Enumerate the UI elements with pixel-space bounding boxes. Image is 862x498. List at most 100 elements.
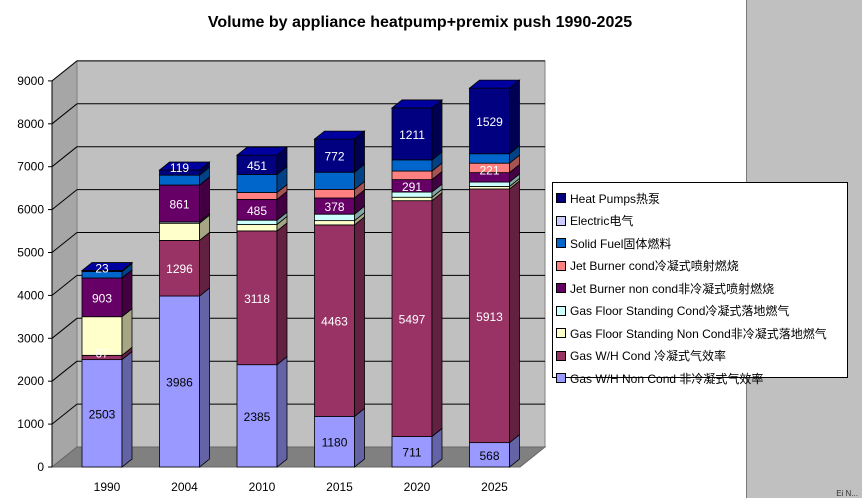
legend-label: Heat Pumps热泵 [570, 191, 661, 206]
data-label: 23 [95, 262, 109, 276]
y-tick-label: 0 [37, 460, 44, 474]
data-label: 378 [324, 200, 344, 214]
bar-segment [236, 230, 278, 366]
legend-swatch [556, 238, 566, 249]
legend-swatch [556, 328, 566, 339]
legend-label: Gas W/H Cond 冷凝式气效率 [570, 349, 727, 364]
gridline-side [51, 403, 78, 425]
bar-segment-side [199, 231, 210, 297]
bar-segment-side [276, 355, 288, 468]
gridline-side [51, 189, 78, 210]
y-tick-label: 8000 [17, 117, 44, 131]
data-label: 3118 [244, 292, 270, 306]
legend-swatch [556, 373, 566, 384]
data-label: 291 [402, 180, 422, 194]
bar-segment-side [121, 350, 133, 468]
data-label: 903 [92, 291, 112, 305]
legend-swatch [556, 215, 566, 226]
bar-top [390, 99, 444, 109]
data-label: 711 [402, 446, 421, 460]
bar-segment [159, 174, 200, 186]
legend-item: Gas Floor Standing Cond冷凝式落地燃气 [556, 300, 847, 323]
bar-top [313, 130, 366, 140]
legend-swatch [556, 283, 566, 294]
bar-segment [236, 219, 278, 225]
bar-top [80, 262, 134, 271]
bar-segment [469, 153, 510, 164]
data-label: 485 [247, 204, 267, 218]
bar-segment [391, 159, 433, 172]
legend-item: Heat Pumps热泵 [556, 187, 847, 210]
data-label: 1180 [322, 436, 348, 450]
data-label: 772 [324, 150, 344, 164]
bar-segment [314, 188, 355, 199]
data-label: 2385 [244, 410, 271, 424]
y-tick-label: 6000 [17, 203, 44, 217]
gridline-side [51, 317, 78, 339]
x-tick-label: 2025 [481, 480, 508, 494]
bar-segment [391, 107, 433, 161]
legend-swatch [556, 350, 566, 361]
chart-legend: Heat Pumps热泵 Electric电气 Solid Fuel固体燃料 Jet … [552, 182, 848, 386]
bar-segment [236, 364, 278, 468]
x-tick-label: 1990 [94, 480, 121, 494]
legend-item: Jet Burner cond冷凝式喷射燃烧 [556, 255, 847, 278]
y-tick-label: 2000 [17, 374, 44, 388]
bar-segment-side [509, 79, 520, 155]
legend-swatch [556, 260, 566, 271]
bar-segment [391, 170, 433, 181]
bar-segment-side [276, 222, 288, 366]
gridline-side [51, 60, 78, 82]
bar-segment-side [431, 99, 443, 161]
data-label: 1296 [166, 262, 193, 276]
gridline-side [51, 146, 78, 168]
bar-segment [314, 171, 355, 190]
bar-top [235, 146, 289, 156]
bar-segment [159, 295, 200, 468]
bar-top [468, 79, 521, 89]
gridline-side [51, 360, 78, 382]
x-tick-label: 2010 [249, 480, 276, 494]
legend-label: Solid Fuel固体燃料 [570, 236, 672, 251]
bar-segment [159, 222, 200, 241]
bar-segment [391, 196, 433, 202]
side-wall [51, 59, 78, 469]
bar-segment [236, 224, 278, 232]
data-label: 1211 [399, 128, 425, 142]
data-label: 1529 [476, 115, 503, 129]
legend-swatch [556, 193, 566, 204]
corner-label: Ei N... [836, 489, 858, 498]
y-tick-label: 1000 [17, 417, 44, 431]
y-tick-label: 7000 [17, 160, 44, 174]
legend-item: Gas Floor Standing Non Cond非冷凝式落地燃气 [556, 322, 847, 345]
x-tick-label: 2020 [404, 480, 431, 494]
bar-segment [81, 359, 123, 468]
legend-item: Solid Fuel固体燃料 [556, 232, 847, 255]
y-tick-label: 4000 [17, 288, 44, 302]
data-label: 861 [169, 197, 189, 211]
legend-label: Gas W/H Non Cond 非冷凝式气效率 [570, 371, 764, 386]
y-tick-label: 3000 [17, 331, 44, 345]
gridline-side [51, 103, 78, 125]
legend-swatch [556, 305, 566, 316]
legend-item: Gas W/H Cond 冷凝式气效率 [556, 345, 847, 368]
x-tick-label: 2004 [171, 480, 198, 494]
data-label: 119 [170, 161, 189, 175]
data-label: 5497 [399, 313, 426, 327]
data-label: 3986 [166, 376, 193, 390]
legend-item: Electric电气 [556, 210, 847, 233]
legend-label: Gas Floor Standing Non Cond非冷凝式落地燃气 [570, 326, 827, 341]
bar-segment [469, 181, 510, 187]
bar-segment-side [354, 407, 365, 468]
y-tick-label: 5000 [17, 246, 44, 260]
data-label: 5913 [476, 310, 503, 324]
legend-label: Electric电气 [570, 214, 634, 229]
data-label: 67 [95, 346, 109, 360]
y-tick-label: 9000 [17, 74, 44, 88]
bar-segment-side [354, 216, 365, 418]
x-tick-label: 2015 [326, 480, 353, 494]
bar-segment [314, 220, 355, 226]
bar-segment [314, 213, 355, 222]
bar-segment-side [431, 191, 443, 438]
bar-segment [469, 87, 510, 155]
